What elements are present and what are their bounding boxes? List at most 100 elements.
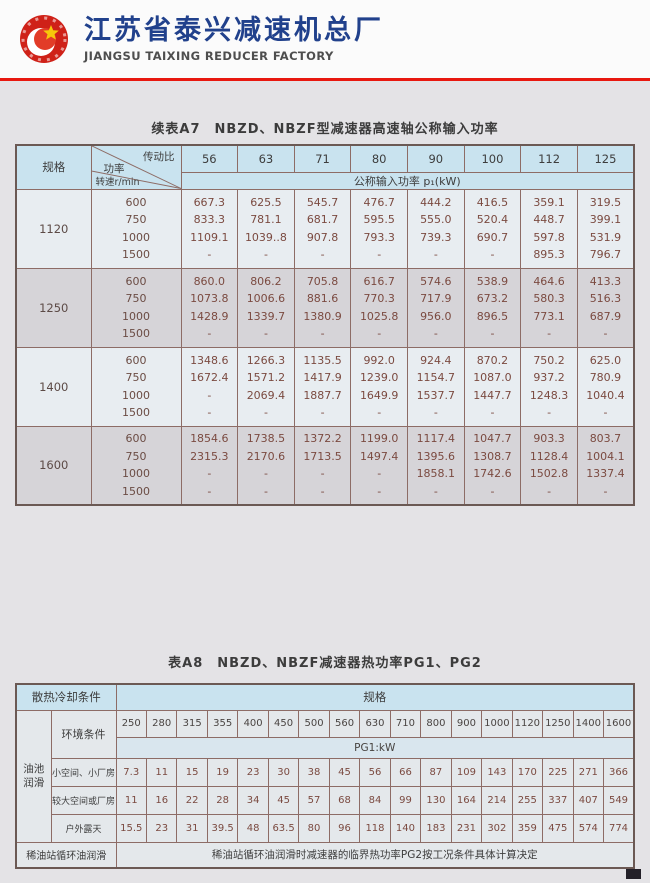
- a7-power-value: 1738.5: [246, 432, 286, 446]
- a7-power-value: 1372.2: [303, 432, 342, 446]
- a7-value-cell: 444.2 555.0 739.3 -: [407, 188, 465, 269]
- a7-value-cell: 1199.0 1497.4 - -: [350, 425, 408, 506]
- a7-power-value: 1109.1: [190, 230, 229, 244]
- a8-value: 39.5: [206, 813, 239, 843]
- a7-speed-list: 600 750 1000 1500: [90, 267, 182, 348]
- a7-value-cell: 750.2 937.2 1248.3 -: [520, 346, 578, 427]
- a8-value: 143: [481, 757, 513, 787]
- a7-power-value: 1858.1: [416, 467, 456, 481]
- table-a7-body: 1120 600 750 1000 1500 667.3 833.3 1109.1 - 625.5…: [15, 188, 635, 506]
- table-a7-title: 续表A7 NBZD、NBZF型减速器高速轴公称输入功率: [151, 122, 499, 137]
- a8-size-header-400: 400: [237, 709, 269, 738]
- a7-power-value: -: [377, 248, 382, 261]
- a7-power-value: -: [320, 248, 325, 261]
- a7-value-cell: 464.6 580.3 773.1 -: [520, 267, 578, 348]
- a8-value: 34: [237, 785, 269, 815]
- a7-power-value: 1649.9: [359, 388, 399, 402]
- a8-size-header-500: 500: [298, 709, 330, 738]
- a7-power-value: 896.5: [476, 309, 509, 323]
- a8-size-header-280: 280: [145, 709, 178, 738]
- a7-power-value: 595.5: [363, 213, 395, 226]
- diagonal-divider-lines: [91, 146, 181, 189]
- a8-data-row: 小空间、小厂房 7.3 11 15 19 23 30 38 45 56 66 87 109 143 170 2…: [16, 757, 635, 787]
- a8-thin-oil-label: 稀油站循环油润滑: [15, 841, 117, 869]
- a8-value: 118: [359, 813, 391, 843]
- a7-speed-value: 600: [125, 353, 147, 367]
- a7-power-value: 580.3: [533, 292, 565, 305]
- a7-power-value: -: [320, 327, 325, 340]
- a7-value-cell: 625.0 780.9 1040.4 -: [576, 346, 635, 427]
- a7-power-value: 1428.9: [190, 309, 229, 323]
- a7-power-value: 903.3: [533, 432, 565, 446]
- a8-value: 45: [328, 757, 361, 787]
- a7-power-value: 2170.6: [246, 449, 286, 463]
- a8-size-header-1000: 1000: [481, 709, 513, 738]
- a8-value: 231: [450, 813, 483, 843]
- a7-power-value: 681.7: [306, 213, 339, 226]
- a7-power-value: -: [207, 327, 212, 340]
- a8-value: 80: [298, 813, 330, 843]
- a7-speed-value: 1000: [122, 388, 150, 402]
- a7-power-value: 806.2: [250, 274, 282, 288]
- scan-corner-mark: [626, 869, 641, 879]
- a7-speed-value: 1000: [122, 230, 150, 244]
- a7-power-value: 1337.4: [586, 467, 625, 481]
- a7-power-value: 881.6: [306, 292, 339, 305]
- a8-env-label: 环境条件: [50, 709, 117, 759]
- a8-value: 337: [542, 785, 574, 815]
- a7-value-cell: 574.6 717.9 956.0 -: [407, 267, 465, 348]
- a7-power-value: 781.1: [250, 213, 282, 226]
- a7-value-cell: 803.7 1004.1 1337.4 -: [576, 425, 635, 506]
- a7-ratio-header-90: 90: [407, 144, 465, 173]
- a7-value-cell: 416.5 520.4 690.7 -: [463, 188, 522, 269]
- a7-power-value: 1004.1: [586, 449, 625, 463]
- a7-value-cell: 1266.3 1571.2 2069.4 -: [237, 346, 295, 427]
- a7-speed-value: 1500: [122, 406, 150, 419]
- a7-speed-value: 600: [125, 274, 147, 288]
- a7-power-value: -: [263, 406, 268, 419]
- a7-power-value: 1348.6: [190, 353, 229, 367]
- a7-power-value: 1248.3: [529, 388, 569, 402]
- company-title-block: 江苏省泰兴减速机总厂 JIANGSU TAIXING REDUCER FACTO…: [84, 14, 384, 63]
- a8-size-header-1400: 1400: [572, 709, 605, 738]
- a7-power-value: 520.4: [476, 213, 509, 226]
- a8-size-header-800: 800: [420, 709, 452, 738]
- company-name-cn: 江苏省泰兴减速机总厂: [84, 14, 384, 46]
- page-header: 江苏省泰兴减速机总厂 JIANGSU TAIXING REDUCER FACTO…: [0, 0, 650, 78]
- a8-value: 84: [359, 785, 391, 815]
- a7-power-value: -: [547, 406, 552, 419]
- a8-spec-header: 规格: [115, 683, 635, 711]
- a8-value: 45: [267, 785, 300, 815]
- a7-power-value: -: [263, 467, 268, 481]
- a7-power-value: 1571.2: [246, 371, 286, 384]
- a7-power-value: 1073.8: [190, 292, 229, 305]
- a7-spec-header: 规格: [15, 144, 92, 190]
- a8-value: 31: [176, 813, 208, 843]
- a8-value: 56: [359, 757, 391, 787]
- gear-star-logo-icon: [18, 13, 70, 65]
- a7-value-cell: 476.7 595.5 793.3 -: [350, 188, 408, 269]
- a7-power-value: 1395.6: [416, 449, 456, 463]
- a7-power-value: 476.7: [363, 195, 395, 209]
- a7-value-cell: 992.0 1239.0 1649.9 -: [350, 346, 408, 427]
- a7-power-value: -: [490, 484, 495, 498]
- a8-size-header-710: 710: [389, 709, 422, 738]
- a7-power-value: 574.6: [420, 274, 452, 288]
- a7-power-value: 359.1: [533, 195, 565, 209]
- a7-power-value: -: [603, 406, 608, 419]
- a7-power-value: -: [263, 484, 268, 498]
- a8-value: 774: [603, 813, 635, 843]
- a8-value: 130: [420, 785, 452, 815]
- a7-power-value: 687.9: [589, 309, 622, 323]
- a7-power-value: 739.3: [420, 230, 452, 244]
- a7-power-value: -: [263, 327, 268, 340]
- a8-value: 574: [572, 813, 605, 843]
- a7-speed-list: 600 750 1000 1500: [90, 425, 182, 506]
- a7-power-value: 1006.6: [246, 292, 286, 305]
- a8-cooling-header: 散热冷却条件: [15, 683, 117, 711]
- a7-spec-value: 1400: [15, 346, 92, 427]
- a7-power-value: 1087.0: [473, 371, 512, 384]
- a7-power-value: 1502.8: [529, 467, 569, 481]
- a7-power-value: -: [603, 484, 608, 498]
